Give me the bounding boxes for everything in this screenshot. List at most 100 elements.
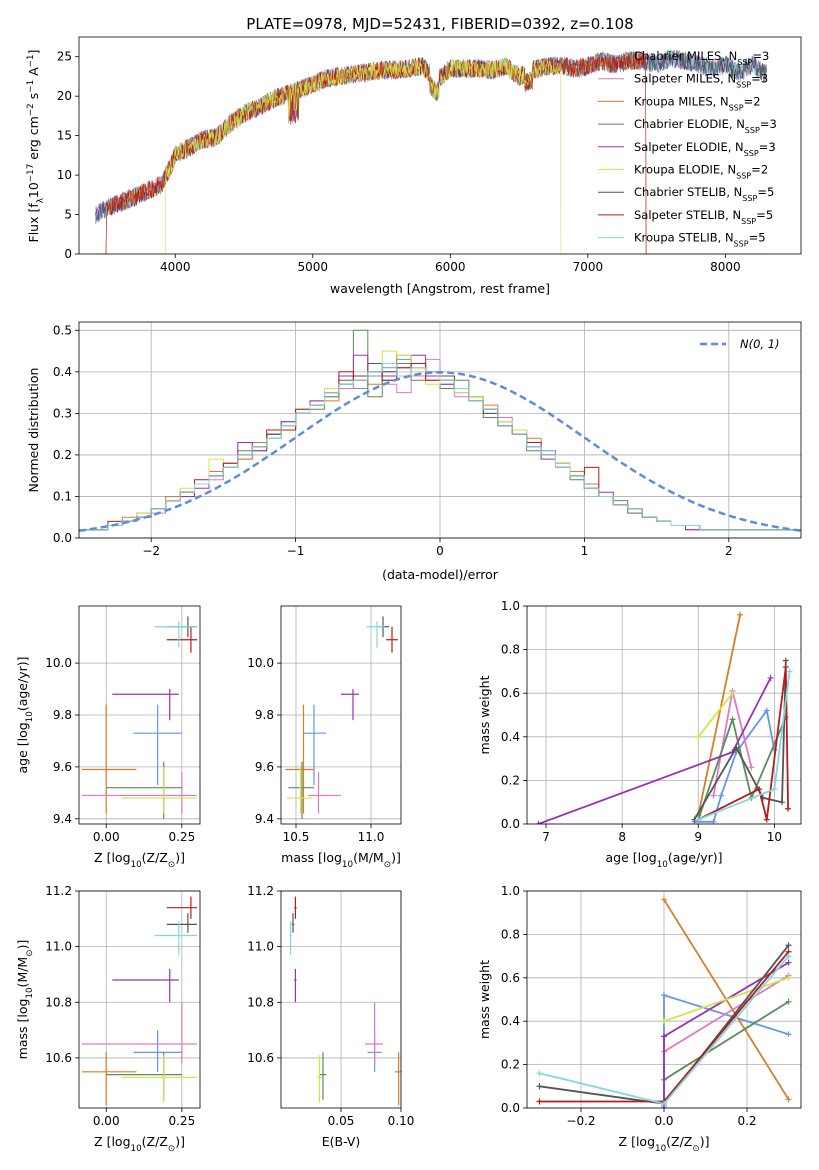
z-mass-xlabel-part: 10 (131, 1144, 142, 1154)
mass-age-ytick-label: 9.8 (255, 708, 274, 722)
z-age-ytick-label: 9.6 (53, 760, 72, 774)
gaussian-curve (79, 371, 801, 532)
z-mass-xlabel-part: (Z/Z (142, 1134, 168, 1149)
age-weight-point (737, 611, 744, 618)
z-weight-xlabel: Z [log10(Z/Z⊙)] (619, 1134, 710, 1154)
residuals-xtick-label: 1 (581, 544, 589, 558)
age-weight-point (756, 786, 763, 793)
age-weight-point (782, 664, 789, 671)
mass-age-xlabel: mass [log10(M/M⊙)] (281, 850, 401, 870)
z-mass-ylabel-part: ⊙ (25, 949, 35, 956)
residuals-xtick-label: −1 (287, 544, 305, 558)
age-weight-point (785, 805, 792, 812)
z-weight-ytick-label: 0.8 (501, 927, 520, 941)
legend-model-name: Kroupa ELODIE, (634, 163, 727, 177)
z-weight-point (661, 992, 667, 999)
z-mass-ylabel-part: (M/M (15, 957, 30, 988)
legend-entry: Chabrier ELODIE, NSSP=3 (634, 117, 777, 135)
z-age-ylabel-part: age [log (15, 722, 30, 773)
z-weight-point (661, 1018, 667, 1025)
spectrum-ytick-label: 10 (57, 168, 72, 182)
spectrum-xtick-label: 6000 (435, 260, 466, 274)
spectrum-ylabel-part: 10 (26, 182, 41, 198)
legend-model-name: Chabrier STELIB, (634, 185, 734, 199)
legend-model-name: Kroupa STELIB, (634, 231, 725, 245)
spectrum-ylabel-part: s (26, 93, 41, 104)
z-weight-point (536, 1098, 543, 1105)
z-weight-xlabel-part: Z [log (619, 1134, 655, 1149)
ebv-mass-xtick-label: 0.05 (328, 1114, 355, 1128)
legend-nssp-label: N (720, 94, 729, 108)
z-weight-xtick-label: 0.2 (737, 1114, 756, 1128)
residuals-ytick-label: 0.0 (53, 531, 72, 545)
legend-model-name: Salpeter STELIB, (634, 208, 732, 222)
z-age-ytick-label: 10.0 (45, 656, 72, 670)
age-weight-point (695, 733, 702, 740)
ebv-mass-ytick-label: 11.2 (247, 884, 274, 898)
z-mass-ylabel-part: mass [log (15, 999, 30, 1060)
age-weight-point (718, 792, 725, 799)
residuals-ytick-label: 0.5 (53, 323, 72, 337)
legend-nssp-label: N (734, 185, 743, 199)
legend-nssp-value: = (756, 208, 766, 222)
residuals-ytick-label: 0.2 (53, 448, 72, 462)
z-mass-ylabel-part: 10 (25, 987, 35, 998)
z-mass-xlabel: Z [log10(Z/Z⊙)] (94, 1134, 185, 1154)
legend-nssp-label: N (732, 208, 741, 222)
z-weight-xtick-label: 0.0 (654, 1114, 673, 1128)
legend-nssp-sub: SSP (729, 103, 744, 112)
spectrum-ylabel: Flux [fλ10−17 erg cm−2 s−1 A−1] (26, 50, 46, 243)
legend-model-name: Chabrier ELODIE, (634, 117, 736, 131)
ebv-mass-xlabel: E(B-V) (322, 1134, 361, 1149)
z-age-xlabel-part: (Z/Z (142, 850, 168, 865)
z-weight-series-line (663, 976, 789, 1023)
z-weight-point (785, 953, 792, 960)
z-mass-xtick-label: 0.25 (168, 1114, 195, 1128)
z-age-plot-area (82, 616, 197, 819)
z-mass-ytick-label: 10.6 (45, 1051, 72, 1065)
age-weight-xlabel-part: (age/yr)] (668, 850, 723, 865)
legend-nssp-number: 2 (753, 94, 760, 108)
z-age-xlabel-part: 10 (131, 860, 142, 870)
residuals-ytick-label: 0.3 (53, 406, 72, 420)
spectrum-ylabel-part: A (26, 67, 41, 80)
mass-age-axes: 10.5 11.0 9.4 9.6 9.8 10.0 (247, 606, 401, 844)
age-weight-xtick-label: 8 (618, 830, 626, 844)
age-weight-frame (526, 605, 802, 825)
z-mass-ytick-label: 11.2 (45, 884, 72, 898)
spectrum-ytick-label: 5 (64, 208, 72, 222)
residuals-plot-area (79, 329, 801, 538)
spectrum-frame (78, 36, 802, 255)
mass-age-xlabel-part: )] (391, 850, 401, 865)
age-weight-point (786, 668, 793, 675)
age-weight-plot-area (535, 611, 793, 824)
legend-entry: Chabrier STELIB, NSSP=5 (634, 185, 774, 203)
ebv-mass-axes: 0.05 0.10 10.6 10.8 11.0 11.2 (247, 884, 414, 1128)
spectrum-xtick-label: 8000 (710, 260, 741, 274)
spectrum-ytick-label: 15 (57, 129, 72, 143)
spectrum-plot-area (95, 49, 767, 254)
z-age-ytick-label: 9.4 (53, 812, 72, 826)
mass-age-xtick-label: 10.5 (283, 830, 310, 844)
mass-age-xlabel-part: (M/M (353, 850, 384, 865)
legend-entry: Kroupa ELODIE, NSSP=2 (634, 163, 768, 181)
legend-entry: Salpeter MILES, NSSP=3 (634, 72, 768, 90)
legend-nssp-label: N (729, 49, 738, 63)
legend-nssp-label: N (727, 72, 736, 86)
z-weight-series-line (663, 1000, 789, 1081)
z-age-frame (78, 605, 201, 825)
z-weight-point (536, 1070, 543, 1077)
z-age-xtick-label: 0.00 (93, 830, 120, 844)
legend-nssp-sub: SSP (736, 171, 751, 180)
z-mass-ylabel-part: )] (15, 940, 30, 950)
legend-nssp-value: = (752, 49, 762, 63)
z-age-xlabel-part: ⊙ (168, 860, 175, 870)
age-weight-point (767, 674, 774, 681)
legend-nssp-sub: SSP (745, 126, 760, 135)
mass-age-ytick-label: 9.4 (255, 812, 274, 826)
legend-entry: Salpeter STELIB, NSSP=5 (634, 208, 773, 226)
z-age-xlabel-part: Z [log (94, 850, 130, 865)
age-weight-ytick-label: 0.2 (501, 773, 520, 787)
z-mass-ytick-label: 11.0 (45, 940, 72, 954)
